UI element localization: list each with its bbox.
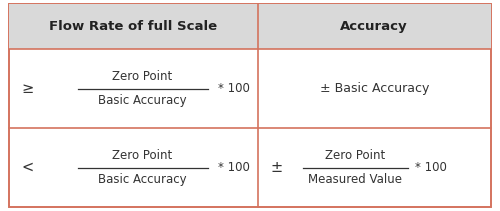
Text: Basic Accuracy: Basic Accuracy <box>98 173 187 187</box>
Text: * 100: * 100 <box>415 161 447 174</box>
Text: Zero Point: Zero Point <box>112 70 172 83</box>
Text: Accuracy: Accuracy <box>340 20 408 33</box>
Text: * 100: * 100 <box>218 82 250 95</box>
Text: * 100: * 100 <box>218 161 250 174</box>
Text: <: < <box>22 160 34 175</box>
Text: Zero Point: Zero Point <box>112 149 172 162</box>
Text: Basic Accuracy: Basic Accuracy <box>98 94 187 107</box>
Text: Zero Point: Zero Point <box>325 149 385 162</box>
Text: ± Basic Accuracy: ± Basic Accuracy <box>320 82 429 95</box>
Text: Measured Value: Measured Value <box>308 173 402 187</box>
Bar <box>9 4 491 49</box>
Text: ±: ± <box>270 160 282 175</box>
Text: ≥: ≥ <box>22 81 34 96</box>
Text: Flow Rate of full Scale: Flow Rate of full Scale <box>49 20 217 33</box>
